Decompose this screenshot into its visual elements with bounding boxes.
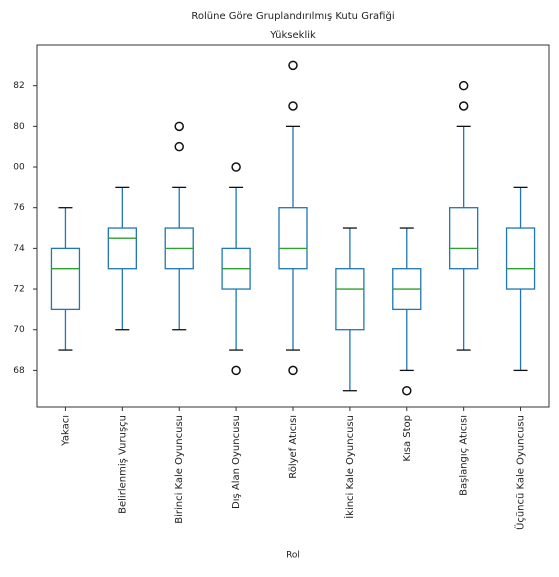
outlier [174,121,184,132]
outlier [402,385,412,396]
x-tick-label: Kısa Stop [402,415,413,462]
outlier [231,162,241,172]
outlier [288,101,298,111]
x-tick-label: Rölyef Atıcısı [288,415,299,479]
outlier [174,141,184,152]
y-tick-label: 68 [13,366,25,376]
y-tick-label: 74 [13,244,25,254]
y-tick-label: 00 [13,163,25,173]
outlier [288,365,298,376]
box [107,227,137,270]
outlier [288,60,298,71]
x-axis-label: Rol [286,551,300,561]
x-tick-label: Belirlenmiş Vuruşçu [117,415,128,514]
box [449,207,479,270]
y-tick-label: 76 [13,203,25,213]
x-tick-label: Yakacı [60,415,71,447]
plot-frame [36,44,550,408]
box [505,227,536,290]
outlier [458,80,469,91]
x-tick-label: İkinci Kale Oyuncusu [343,415,356,519]
x-tick-label: Üçüncü Kale Oyuncusu [514,415,527,530]
box [50,247,81,311]
y-tick-label: 70 [13,325,25,335]
y-tick-label: 80 [13,122,25,132]
chart-subtitle: Yükseklik [269,30,316,41]
box [278,207,308,270]
x-tick-label: Başlangıç Atıcısı [459,415,470,496]
x-tick-label: Dış Alan Oyuncusu [231,415,242,509]
y-tick-label: 72 [13,285,24,295]
outlier [231,365,241,376]
y-tick-label: 82 [13,81,24,91]
chart-title: Rolüne Göre Gruplandırılmış Kutu Grafiği [191,10,394,22]
x-tick-label: Birinci Kale Oyuncusu [174,415,185,524]
box [335,268,365,331]
outlier [458,101,469,111]
